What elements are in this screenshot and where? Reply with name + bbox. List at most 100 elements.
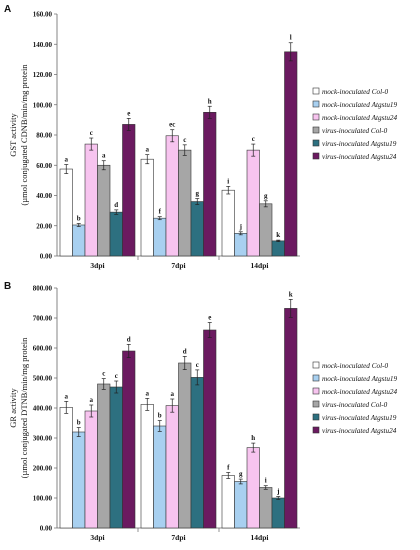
bar-a-14dpi-s2 — [246, 149, 260, 257]
y-tick-label: 600.00 — [33, 345, 53, 353]
y-tick-label: 500.00 — [33, 375, 53, 383]
legend-swatch — [312, 113, 320, 121]
legend-swatch — [312, 87, 320, 95]
bar-b-7dpi-s0 — [140, 404, 154, 529]
y-tick-label: 100.00 — [33, 101, 53, 109]
y-axis-label: GR activity — [8, 388, 18, 428]
significance-letter: a — [146, 146, 150, 154]
legend-label: virus-inoculated Atgstu19 — [322, 414, 397, 422]
bar-a-14dpi-s1 — [234, 233, 248, 257]
significance-letter: c — [196, 361, 199, 369]
x-category-label: 14dpi — [251, 261, 269, 270]
legend-swatch — [312, 100, 320, 108]
significance-letter: g — [196, 190, 200, 198]
significance-letter: i — [265, 477, 267, 485]
y-tick-label: 0.00 — [40, 525, 53, 533]
legend-label: mock-inoculated Atgstu24 — [322, 114, 398, 122]
legend-swatch — [312, 387, 320, 395]
legend-swatch — [312, 139, 320, 147]
significance-letter: k — [289, 290, 293, 298]
significance-letter: k — [276, 231, 280, 239]
y-tick-label: 400.00 — [33, 405, 53, 413]
y-tick-label: 100.00 — [33, 495, 53, 503]
significance-letter: l — [290, 34, 292, 42]
significance-letter: ec — [169, 121, 175, 129]
significance-letter: a — [171, 390, 175, 398]
significance-letter: c — [102, 370, 105, 378]
significance-letter: c — [183, 136, 186, 144]
bar-a-3dpi-s1 — [72, 224, 86, 257]
significance-letter: d — [114, 201, 118, 209]
y-axis-label-units: (µmol conjugated DTNB/min/mg protein — [19, 337, 29, 478]
significance-letter: e — [127, 109, 130, 117]
legend-swatch — [312, 400, 320, 408]
y-tick-label: 800.00 — [33, 285, 53, 293]
y-tick-label: 120.00 — [33, 71, 53, 79]
y-tick-label: 40.00 — [36, 192, 52, 200]
bar-b-7dpi-s4 — [190, 377, 204, 529]
bar-b-3dpi-s0 — [59, 407, 73, 529]
significance-letter: j — [276, 488, 279, 496]
y-tick-label: 160.00 — [33, 11, 53, 19]
legend-swatch — [312, 426, 320, 434]
legend-label: mock-inoculated Atgstu19 — [322, 101, 398, 109]
legend-label: mock-inoculated Atgstu24 — [322, 388, 398, 396]
bar-b-7dpi-s3 — [178, 362, 192, 529]
bar-b-14dpi-s1 — [234, 481, 248, 529]
panel-a: A GST activity (µmol conjugated CDNB/min/m… — [4, 4, 398, 270]
significance-letter: a — [65, 155, 69, 163]
bar-a-7dpi-s5 — [203, 112, 217, 257]
bar-a-7dpi-s2 — [165, 135, 179, 257]
bar-a-7dpi-s0 — [140, 158, 154, 257]
bar-a-7dpi-s1 — [153, 217, 167, 257]
significance-letter: a — [146, 389, 150, 397]
legend-label: mock-inoculated Atgstu19 — [322, 375, 398, 383]
bar-b-14dpi-s3 — [259, 487, 273, 529]
bar-b-7dpi-s1 — [153, 425, 167, 529]
y-tick-label: 700.00 — [33, 315, 53, 323]
x-category-label: 3dpi — [90, 533, 104, 542]
bar-a-3dpi-s5 — [122, 124, 136, 257]
y-tick-label: 140.00 — [33, 41, 53, 49]
legend-label: virus-inoculated Atgstu19 — [322, 140, 397, 148]
significance-letter: b — [77, 214, 81, 222]
legend-label: mock-inoculated Col-0 — [322, 362, 388, 370]
x-category-label: 7dpi — [171, 533, 185, 542]
bar-a-7dpi-s4 — [190, 201, 204, 257]
legend-swatch — [312, 152, 320, 160]
bar-b-14dpi-s0 — [221, 475, 235, 529]
bar-a-3dpi-s2 — [84, 143, 98, 257]
bar-a-14dpi-s4 — [271, 240, 285, 257]
bar-b-14dpi-s2 — [246, 447, 260, 529]
y-tick-label: 0.00 — [40, 253, 53, 261]
y-tick-label: 80.00 — [36, 132, 52, 140]
legend-swatch — [312, 126, 320, 134]
y-axis-label: GST activity — [8, 112, 18, 156]
panel-letter: A — [4, 4, 11, 15]
x-category-label: 14dpi — [251, 533, 269, 542]
bar-a-7dpi-s3 — [178, 149, 192, 257]
bar-a-14dpi-s3 — [259, 203, 273, 257]
bar-b-14dpi-s5 — [284, 308, 298, 529]
legend-label: mock-inoculated Col-0 — [322, 88, 388, 96]
legend-swatch — [312, 374, 320, 382]
significance-letter: f — [159, 208, 162, 216]
significance-letter: h — [208, 97, 212, 105]
bar-b-3dpi-s4 — [109, 386, 123, 529]
significance-letter: d — [127, 335, 131, 343]
significance-letter: g — [264, 192, 268, 200]
legend-swatch — [312, 413, 320, 421]
legend-label: virus-inoculated Col-0 — [322, 401, 388, 409]
significance-letter: g — [239, 470, 243, 478]
y-tick-label: 60.00 — [36, 162, 52, 170]
significance-letter: a — [65, 392, 69, 400]
legend-label: virus-inoculated Atgstu24 — [322, 153, 397, 161]
significance-letter: a — [90, 396, 94, 404]
bar-b-3dpi-s2 — [84, 410, 98, 529]
x-category-label: 7dpi — [171, 261, 185, 270]
bar-b-3dpi-s1 — [72, 431, 86, 529]
panel-letter: B — [4, 281, 11, 292]
bar-a-3dpi-s3 — [97, 164, 111, 257]
significance-letter: b — [158, 412, 162, 420]
